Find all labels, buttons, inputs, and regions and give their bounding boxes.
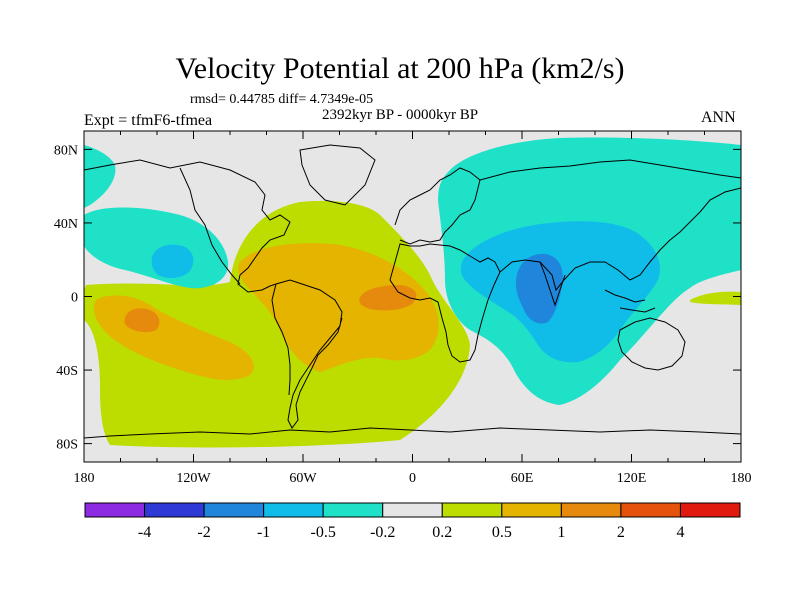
- south-america-coast: [271, 279, 343, 429]
- asia-south-coast: [499, 187, 741, 292]
- colorbar-label: -0.2: [370, 524, 395, 541]
- axis-ticks: [83, 131, 742, 462]
- colorbar-swatch: [501, 502, 562, 518]
- season-label: ANN: [701, 109, 736, 126]
- colorbar-label: 4: [676, 524, 684, 541]
- experiment-label: Expt = tfmF6-tfmea: [84, 112, 213, 129]
- map-title: Velocity Potential at 200 hPa (km2/s): [175, 52, 625, 85]
- antarctica-coast: [84, 427, 741, 439]
- stats-text: rmsd= 0.44785 diff= 4.7349e-05: [190, 92, 374, 107]
- colorbar-label: -0.5: [311, 524, 336, 541]
- y-tick-label: 80N: [54, 143, 78, 158]
- y-axis-labels: 80N 40N 0 40S 80S: [54, 143, 78, 452]
- africa-coast: [389, 243, 501, 363]
- y-tick-label: 80S: [56, 438, 78, 453]
- colorbar-swatch: [441, 502, 503, 518]
- y-tick-label: 40N: [54, 217, 78, 232]
- colorbar-label: 2: [617, 524, 625, 541]
- negative-0.5-region-north-pacific: [84, 207, 229, 289]
- colorbar-swatch: [382, 502, 443, 518]
- colorbar-label: -1: [257, 524, 270, 541]
- x-tick-label: 60W: [289, 471, 317, 486]
- x-tick-label: 60E: [511, 471, 534, 486]
- colorbar-swatch: [263, 502, 324, 518]
- positive-1-region-atlantic: [359, 285, 417, 311]
- colorbar: [84, 502, 741, 518]
- southeast-asia-islands: [604, 289, 656, 313]
- colorbar-label: -2: [197, 524, 210, 541]
- colorbar-labels: -4 -2 -1 -0.5 -0.2 0.2 0.5 1 2 4: [138, 524, 685, 541]
- map-field: [84, 131, 741, 462]
- australia-coast: [617, 317, 686, 371]
- colorbar-swatch: [679, 502, 741, 518]
- colorbar-label: 0.5: [492, 524, 512, 541]
- positive-0.5-region: [238, 243, 439, 372]
- x-tick-label: 180: [74, 471, 95, 486]
- coastlines: [84, 144, 741, 439]
- colorbar-swatch: [84, 502, 146, 518]
- asia-north-coast: [479, 159, 741, 181]
- colorbar-label: -4: [138, 524, 151, 541]
- colorbar-label: 0.2: [432, 524, 452, 541]
- colorbar-swatch: [322, 502, 384, 518]
- europe-coast: [394, 167, 481, 245]
- x-tick-label: 120E: [617, 471, 647, 486]
- colorbar-swatch: [203, 502, 265, 518]
- x-axis-labels: 180 120W 60W 0 60E 120E 180: [74, 471, 752, 486]
- colorbar-label: 1: [557, 524, 565, 541]
- greenland-coast: [299, 144, 376, 206]
- period-label: 2392kyr BP - 0000kyr BP: [322, 107, 479, 123]
- colorbar-swatch: [560, 502, 622, 518]
- north-america-coast: [84, 159, 291, 293]
- north-america-west-coast: [179, 167, 241, 285]
- india-coast: [539, 261, 566, 307]
- negative-2-region: [515, 253, 563, 324]
- colorbar-swatch: [620, 502, 681, 518]
- x-tick-label: 0: [409, 471, 416, 486]
- positive-1-region-pacific: [124, 308, 160, 333]
- negative-0.5-region-arctic: [84, 145, 116, 208]
- x-tick-label: 180: [731, 471, 752, 486]
- y-tick-label: 40S: [56, 364, 78, 379]
- x-tick-label: 120W: [176, 471, 211, 486]
- colorbar-swatch: [144, 502, 205, 518]
- y-tick-label: 0: [71, 291, 78, 306]
- negative-1-region-north-pacific: [151, 244, 194, 279]
- positive-0.2-region-pacific-east: [690, 291, 741, 305]
